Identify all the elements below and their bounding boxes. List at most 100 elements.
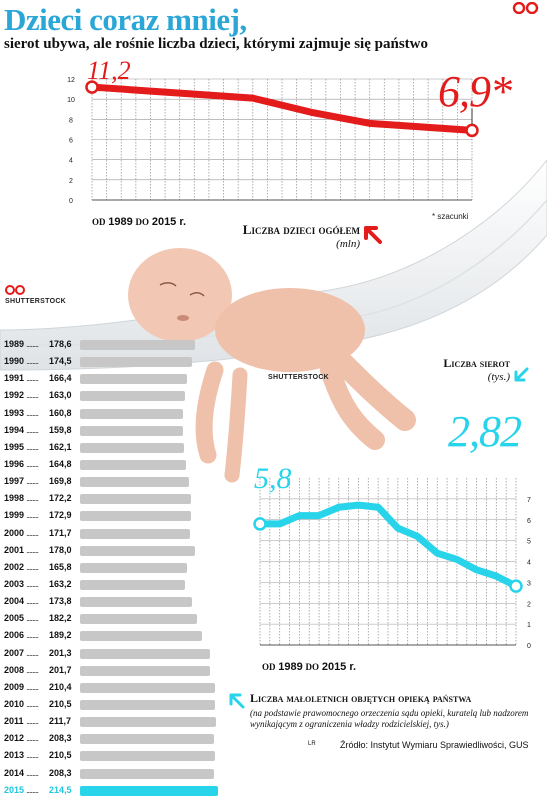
bar-value-label: 210,5 (49, 750, 72, 760)
leader-dots: ........ (26, 648, 38, 658)
bar (80, 700, 215, 710)
leader-dots: ........ (26, 425, 38, 435)
bar-row: 2005........182,2 (4, 610, 219, 627)
range-from: od (262, 658, 276, 673)
leader-dots: ........ (26, 596, 38, 606)
leader-dots: ........ (26, 682, 38, 692)
bar-category-label: 2010 (4, 699, 24, 709)
leader-dots: ........ (26, 339, 38, 349)
bar-value-label: 159,8 (49, 425, 72, 435)
y-tick-label: 5 (527, 539, 531, 546)
bar-row: 1991........166,4 (4, 370, 219, 387)
bar-category-label: 2007 (4, 648, 24, 658)
range-from-year: 1989 (278, 661, 302, 673)
bar-row: 1989........178,6 (4, 336, 219, 353)
leader-dots: ........ (26, 476, 38, 486)
leader-dots: ........ (26, 768, 38, 778)
bar-value-label: 182,2 (49, 613, 72, 623)
leader-dots: ........ (26, 493, 38, 503)
bar-value-label: 210,5 (49, 699, 72, 709)
bar-row: 1994........159,8 (4, 422, 219, 439)
leader-dots: ........ (26, 545, 38, 555)
bar-category-label: 1998 (4, 493, 24, 503)
source-note: Źródło: Instytut Wymiaru Sprawiedliwości… (340, 740, 528, 750)
bar-category-label: 2015 (4, 785, 24, 795)
bar (80, 374, 187, 384)
bar (80, 597, 192, 607)
orphans-label-title: Liczba sierot (440, 356, 510, 370)
orphans-chart-label: Liczba sierot (tys.) (440, 356, 510, 384)
bar (80, 683, 215, 693)
orphans-chart-grid (260, 478, 516, 645)
orphans-label-unit: (tys.) (440, 370, 510, 384)
bar (80, 443, 184, 453)
bar-value-label: 178,6 (49, 339, 72, 349)
y-tick-label: 7 (527, 497, 531, 504)
bar (80, 391, 185, 401)
bar (80, 649, 210, 659)
bar-category-label: 2000 (4, 528, 24, 538)
bar-row: 2014........208,3 (4, 765, 219, 782)
leader-dots: ........ (26, 733, 38, 743)
range-to: do (306, 658, 320, 673)
bar (80, 477, 189, 487)
bar-category-label: 2008 (4, 665, 24, 675)
bar-value-label: 163,0 (49, 390, 72, 400)
bar-category-label: 1992 (4, 390, 24, 400)
leader-dots: ........ (26, 716, 38, 726)
bar-value-label: 160,8 (49, 408, 72, 418)
leader-dots: ........ (26, 356, 38, 366)
bar (80, 563, 187, 573)
bar-row: 2004........173,8 (4, 593, 219, 610)
bar-row: 1997........ 169,8 (4, 473, 219, 490)
bar-row: 2002........165,8 (4, 559, 219, 576)
care-label-note: (na podstawie prawomocnego orzeczenia są… (250, 708, 540, 730)
bar-value-label: 172,2 (49, 493, 72, 503)
bar-category-label: 2009 (4, 682, 24, 692)
leader-dots: ........ (26, 459, 38, 469)
y-tick-label: 4 (527, 560, 531, 567)
bar-row: 2006........189,2 (4, 627, 219, 644)
leader-dots: ........ (26, 373, 38, 383)
bar (80, 546, 195, 556)
bar-category-label: 2013 (4, 750, 24, 760)
leader-dots: ........ (26, 442, 38, 452)
bar-value-label: 208,3 (49, 768, 72, 778)
bar-category-label: 2006 (4, 630, 24, 640)
bar-value-label: 174,5 (49, 356, 72, 366)
bar-value-label: 210,4 (49, 682, 72, 692)
leader-dots: ........ (26, 390, 38, 400)
author-initials: LR (308, 741, 316, 747)
leader-dots: ........ (26, 562, 38, 572)
bar-value-label: 189,2 (49, 630, 72, 640)
bar-row: 1992........ 163,0 (4, 387, 219, 404)
data-point (511, 581, 522, 592)
bar (80, 494, 191, 504)
bar-value-label: 166,4 (49, 373, 72, 383)
y-tick-label: 6 (527, 518, 531, 525)
bar (80, 426, 183, 436)
leader-dots: ........ (26, 579, 38, 589)
bar-row: 2013........210,5 (4, 747, 219, 764)
bar-category-label: 2012 (4, 733, 24, 743)
bar (80, 666, 210, 676)
bar (80, 357, 192, 367)
bar-category-label: 1996 (4, 459, 24, 469)
bar-value-label: 169,8 (49, 476, 72, 486)
bar-value-label: 214,5 (49, 785, 72, 795)
bar-row: 2011........211,7 (4, 713, 219, 730)
orphans-date-range: od 1989 do 2015 r. (262, 658, 356, 674)
bar-row: 2010........210,5 (4, 696, 219, 713)
bar-row: 1990........174,5 (4, 353, 219, 370)
bar-row: 1995........162,1 (4, 439, 219, 456)
bar-row: 2003........163,2 (4, 576, 219, 593)
bar-category-label: 1997 (4, 476, 24, 486)
bar-value-label: 165,8 (49, 562, 72, 572)
arrow-down-left-icon (512, 366, 530, 384)
bar-category-label: 1999 (4, 510, 24, 520)
bar-row: 1993........160,8 (4, 405, 219, 422)
data-point (255, 518, 266, 529)
orphans-start-value: 5,8 (254, 462, 292, 496)
bar-value-label: 208,3 (49, 733, 72, 743)
